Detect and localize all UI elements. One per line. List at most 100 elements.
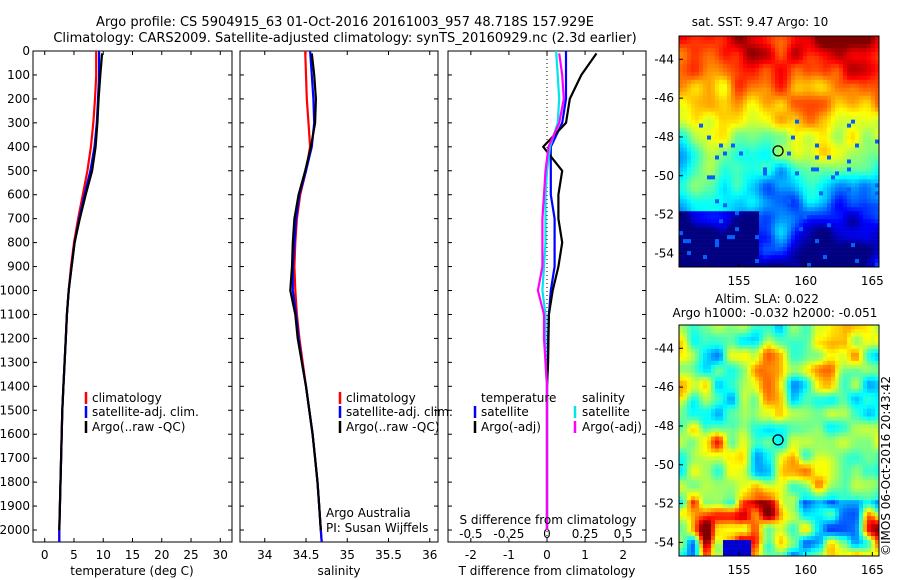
map-cell: [779, 223, 784, 228]
map-cell: [687, 223, 692, 228]
map-cell: [755, 183, 760, 188]
map-cell: [799, 103, 804, 108]
map-cell: [767, 36, 772, 41]
map-cell: [739, 400, 744, 405]
map-cell: [759, 436, 764, 441]
map-cell: [803, 448, 808, 453]
map-cell: [723, 344, 728, 350]
map-cell: [775, 75, 780, 81]
map-cell: [839, 175, 844, 180]
map-cell: [791, 368, 796, 374]
map-cell: [771, 247, 776, 252]
map-cell: [683, 55, 688, 61]
map-cell: [727, 55, 732, 61]
map-cell: [783, 95, 788, 101]
map-cell: [771, 424, 776, 429]
map-cell: [847, 99, 852, 104]
map-cell: [683, 460, 688, 465]
map-cell: [839, 348, 844, 354]
map-cell: [799, 259, 804, 264]
map-cell: [687, 51, 692, 57]
map-cell: [703, 384, 708, 390]
map-cell: [863, 155, 868, 160]
map-cell: [719, 47, 724, 53]
map-cell: [687, 416, 692, 421]
map-cell: [779, 368, 784, 374]
map-cell: [787, 79, 792, 85]
map-cell: [819, 95, 824, 101]
map-cell: [815, 59, 820, 65]
map-cell: [855, 51, 860, 57]
map-cell: [695, 247, 700, 252]
map-cell: [695, 43, 700, 49]
map-cell: [715, 119, 720, 124]
map-cell: [767, 75, 772, 81]
map-cell: [679, 151, 684, 156]
map-cell: [839, 424, 844, 429]
map-cell: [703, 191, 708, 196]
map-cell: [803, 255, 808, 260]
map-cell: [731, 432, 736, 437]
map-cell: [823, 344, 828, 350]
map-cell: [759, 452, 764, 457]
map-cell: [851, 191, 856, 196]
map-cell: [731, 123, 736, 128]
map-cell: [871, 123, 876, 128]
map-cell: [691, 408, 696, 413]
map-cell: [847, 356, 852, 362]
map-cell: [759, 163, 764, 168]
map-cell: [823, 219, 828, 224]
map-cell: [683, 328, 688, 334]
map-cell: [743, 227, 748, 232]
map-cell: [755, 400, 760, 405]
map-cell: [755, 175, 760, 180]
map-cell: [727, 107, 732, 112]
map-cell: [795, 231, 800, 236]
map-cell: [831, 36, 836, 41]
map-cell: [743, 135, 748, 140]
map-cell: [767, 231, 772, 236]
map-cell: [767, 336, 772, 342]
map-cell: [767, 420, 772, 425]
map-cell: [691, 259, 696, 264]
map-cell: [683, 179, 688, 184]
map-cell: [727, 376, 732, 382]
map-cell: [723, 187, 728, 192]
map-cell: [855, 255, 860, 260]
map-cell: [743, 444, 748, 449]
map-cell: [795, 360, 800, 366]
map-cell: [699, 131, 704, 136]
map-cell: [731, 460, 736, 465]
map-cell: [851, 71, 856, 77]
map-cell: [819, 460, 824, 465]
map-cell: [847, 39, 852, 45]
map-cell: [875, 440, 880, 445]
map-cell: [811, 123, 816, 128]
map-cell: [859, 348, 864, 354]
map-cell: [807, 167, 812, 172]
map-cell: [779, 259, 784, 264]
map-cell: [683, 352, 688, 358]
map-cell: [811, 368, 816, 374]
map-cell: [771, 131, 776, 136]
map-cell: [731, 448, 736, 453]
map-cell: [699, 147, 704, 152]
map-cell: [775, 448, 780, 453]
map-cell: [715, 448, 720, 453]
map-cell: [835, 231, 840, 236]
map-cell: [711, 384, 716, 390]
map-cell: [767, 87, 772, 93]
map-cell: [795, 147, 800, 152]
map-cell: [771, 348, 776, 354]
map-cell: [727, 87, 732, 93]
map-cell: [815, 191, 820, 196]
map-cell: [803, 428, 808, 433]
map-cell: [791, 235, 796, 240]
map-cell: [811, 344, 816, 350]
map-cell: [751, 99, 756, 104]
map-cell: [703, 336, 708, 342]
map-cell: [727, 123, 732, 128]
map-cell: [855, 239, 860, 244]
map-cell: [799, 416, 804, 421]
map-cell: [835, 131, 840, 136]
